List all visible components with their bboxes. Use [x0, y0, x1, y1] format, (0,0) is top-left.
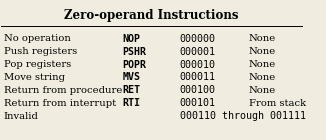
Text: Return from procedure: Return from procedure [4, 86, 122, 95]
Text: None: None [249, 60, 276, 69]
Text: None: None [249, 34, 276, 43]
Text: POPR: POPR [123, 60, 147, 70]
Text: 000010: 000010 [180, 60, 216, 70]
Text: RET: RET [123, 85, 141, 95]
Text: Zero-operand Instructions: Zero-operand Instructions [64, 9, 238, 22]
Text: Return from interrupt: Return from interrupt [4, 99, 116, 108]
Text: PSHR: PSHR [123, 47, 147, 57]
Text: 000110 through 001111: 000110 through 001111 [180, 111, 306, 121]
Text: No operation: No operation [4, 34, 70, 43]
Text: 000100: 000100 [180, 85, 216, 95]
Text: None: None [249, 47, 276, 56]
Text: 000001: 000001 [180, 47, 216, 57]
Text: Move string: Move string [4, 73, 65, 82]
Text: 000101: 000101 [180, 98, 216, 108]
Text: 000011: 000011 [180, 73, 216, 82]
Text: Push registers: Push registers [4, 47, 77, 56]
Text: RTI: RTI [123, 98, 141, 108]
Text: NOP: NOP [123, 34, 141, 44]
Text: Invalid: Invalid [4, 112, 38, 121]
Text: MVS: MVS [123, 73, 141, 82]
Text: From stack: From stack [249, 99, 306, 108]
Text: 000000: 000000 [180, 34, 216, 44]
Text: None: None [249, 73, 276, 82]
Text: Pop registers: Pop registers [4, 60, 71, 69]
Text: None: None [249, 86, 276, 95]
